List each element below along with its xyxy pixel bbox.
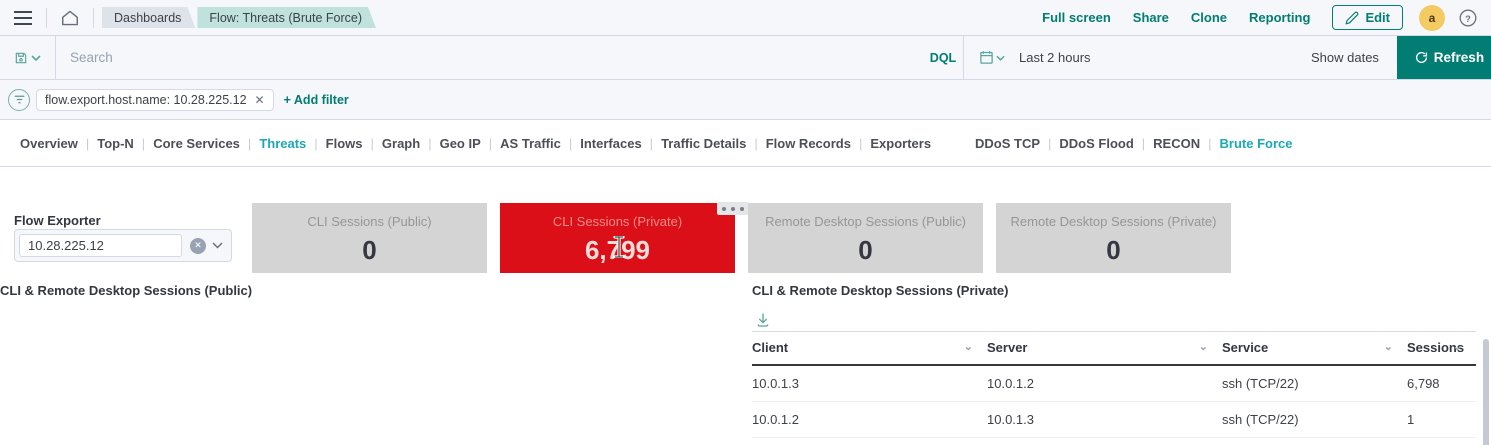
svg-text:?: ? [1465, 14, 1471, 24]
